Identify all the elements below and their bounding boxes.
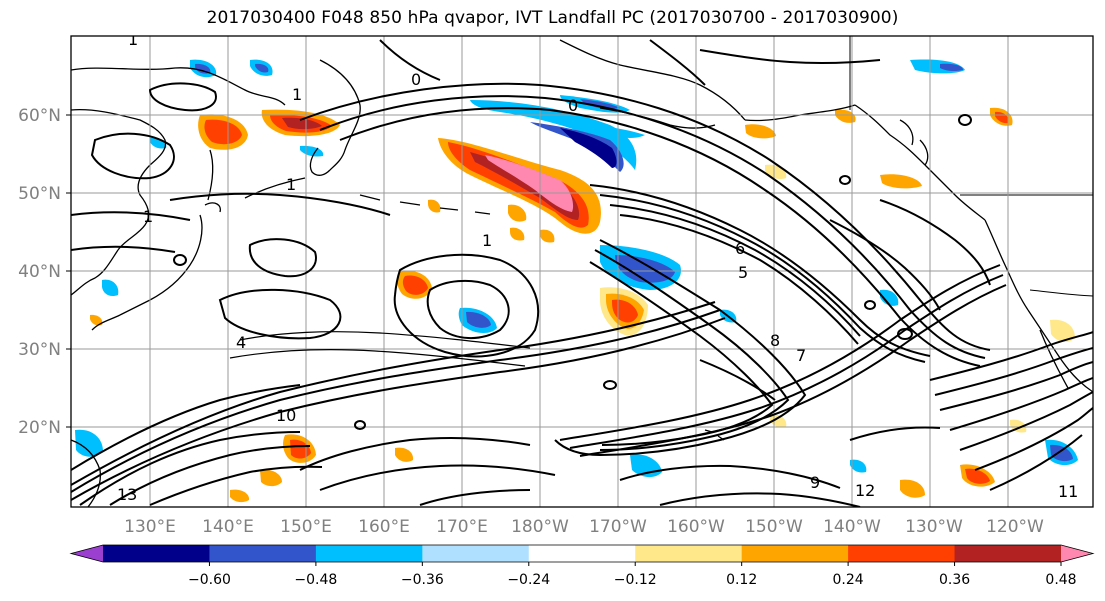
x-tick-label: 150°W: [745, 517, 803, 537]
colorbar-bin: [848, 545, 956, 562]
colorbar-bin: [954, 545, 1062, 562]
y-tick-label: 40°N: [18, 262, 61, 282]
y-tick-label: 20°N: [18, 418, 61, 438]
colorbar-tick-label: 0.24: [833, 572, 864, 588]
colorbar-extend-low: [71, 545, 103, 562]
y-axis: 60°N 50°N 40°N 30°N 20°N: [18, 106, 71, 438]
colorbar-tick-label: 0.36: [939, 572, 970, 588]
colorbar-bin: [635, 545, 743, 562]
x-tick-label: 120°W: [986, 517, 1044, 537]
y-tick-label: 30°N: [18, 340, 61, 360]
contour-label: 1: [128, 30, 138, 49]
contour-label: 1: [286, 175, 296, 194]
colorbar-extend-high: [1061, 545, 1093, 562]
x-tick-label: 170°E: [436, 517, 488, 537]
colorbar-outline: [69, 544, 1095, 563]
contour-label: 0: [411, 70, 421, 89]
contour-label: 1: [292, 85, 302, 104]
colorbar-tick-label: −0.36: [401, 572, 444, 588]
colorbar-tick-label: 0.48: [1045, 572, 1076, 588]
x-tick-label: 140°W: [823, 517, 881, 537]
contour-label: 10: [276, 406, 296, 425]
colorbar-bin: [315, 545, 423, 562]
colorbar-bin: [422, 545, 530, 562]
x-tick-label: 150°E: [280, 517, 332, 537]
colorbar-tick-label: −0.48: [294, 572, 337, 588]
chart-title: 2017030400 F048 850 hPa qvapor, IVT Land…: [206, 8, 899, 28]
y-tick-label: 50°N: [18, 184, 61, 204]
contour-label-layer: 1 0 1 1 1 0 1 4 5 6 7 8 9 10 11 12 13: [117, 30, 1078, 504]
anomaly-fill-layer: [75, 59, 1078, 503]
colorbar-tick-label: 0.12: [726, 572, 757, 588]
contour-label: 9: [810, 473, 820, 492]
x-tick-label: 180°W: [511, 517, 569, 537]
x-axis: 130°E 140°E 150°E 160°E 170°E 180°W 170°…: [124, 517, 1044, 537]
contour-label: 13: [117, 485, 137, 504]
colorbar: −0.60 −0.48 −0.36 −0.24 −0.12 0.12 0.24 0.36 0.4…: [69, 544, 1095, 588]
contour-label: 6: [735, 239, 745, 258]
colorbar-bin: [209, 545, 317, 562]
colorbar-tick-label: −0.24: [507, 572, 550, 588]
contour-label: 1: [482, 231, 492, 250]
colorbar-bin: [103, 545, 210, 562]
x-tick-label: 140°E: [202, 517, 254, 537]
contour-label: 7: [796, 346, 806, 365]
contour-label: 1: [143, 207, 153, 226]
x-tick-label: 130°E: [124, 517, 176, 537]
x-tick-label: 160°W: [667, 517, 725, 537]
colorbar-tick-label: −0.12: [614, 572, 657, 588]
colorbar-bin: [528, 545, 636, 562]
colorbar-bin: [741, 545, 849, 562]
contour-label: 4: [236, 333, 246, 352]
contour-label: 11: [1058, 482, 1078, 501]
x-tick-label: 170°W: [589, 517, 647, 537]
contour-label: 8: [770, 331, 780, 350]
contour-label: 0: [568, 96, 578, 115]
contour-label: 5: [738, 263, 748, 282]
x-tick-label: 130°W: [905, 517, 963, 537]
contour-label: 12: [855, 481, 875, 500]
x-tick-label: 160°E: [358, 517, 410, 537]
contour-layer: [71, 39, 1093, 507]
colorbar-tick-label: −0.60: [188, 572, 231, 588]
y-tick-label: 60°N: [18, 106, 61, 126]
